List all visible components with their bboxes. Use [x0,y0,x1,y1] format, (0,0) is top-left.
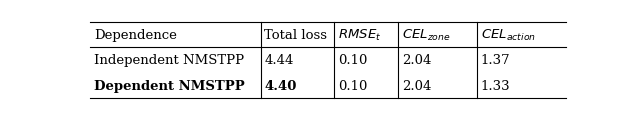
Text: Dependent NMSTPP: Dependent NMSTPP [94,79,244,92]
Text: 1.37: 1.37 [481,54,511,67]
Text: 0.10: 0.10 [339,54,368,67]
Text: 2.04: 2.04 [402,54,431,67]
Text: 1.33: 1.33 [481,79,511,92]
Text: Dependence: Dependence [94,29,177,41]
Text: 0.10: 0.10 [339,79,368,92]
Text: $CEL_{action}$: $CEL_{action}$ [481,28,536,43]
Text: Independent NMSTPP: Independent NMSTPP [94,54,244,67]
Text: 4.40: 4.40 [264,79,297,92]
Text: Total loss: Total loss [264,29,328,41]
Text: 2.04: 2.04 [402,79,431,92]
Text: 4.44: 4.44 [264,54,294,67]
Text: $CEL_{zone}$: $CEL_{zone}$ [402,28,451,43]
Text: $RMSE_t$: $RMSE_t$ [339,28,381,43]
